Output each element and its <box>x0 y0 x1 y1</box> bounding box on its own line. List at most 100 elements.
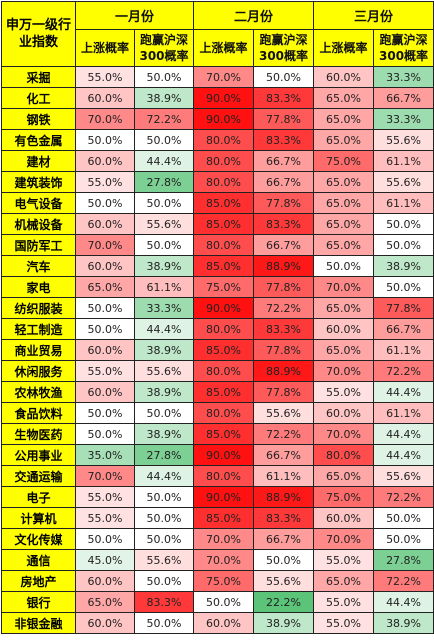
sector-name: 纺织服装 <box>1 297 76 319</box>
cell-jan-beat: 27.8% <box>133 171 195 193</box>
cell-mar-beat: 44.4% <box>373 423 434 445</box>
cell-jan-up: 70.0% <box>75 108 135 130</box>
table-row: 化工 60.0% 38.9% 90.0% 83.3% 65.0% 66.7% <box>1 87 434 109</box>
cell-feb-up: 80.0% <box>193 360 255 382</box>
table-row: 采掘 55.0% 50.0% 70.0% 50.0% 60.0% 33.3% <box>1 66 434 88</box>
cell-mar-up: 65.0% <box>313 339 375 361</box>
cell-jan-up: 60.0% <box>75 570 135 592</box>
cell-mar-up: 55.0% <box>313 549 375 571</box>
cell-mar-up: 55.0% <box>313 381 375 403</box>
cell-jan-up: 60.0% <box>75 612 135 634</box>
table-row: 机械设备 60.0% 55.6% 85.0% 83.3% 65.0% 50.0% <box>1 213 434 235</box>
table-row: 文化传媒 50.0% 50.0% 70.0% 66.7% 70.0% 50.0% <box>1 528 434 550</box>
cell-mar-beat: 50.0% <box>373 507 434 529</box>
cell-mar-up: 70.0% <box>313 360 375 382</box>
cell-jan-up: 50.0% <box>75 297 135 319</box>
cell-mar-beat: 72.2% <box>373 486 434 508</box>
sector-header: 申万一级行业指数 <box>1 1 76 67</box>
cell-jan-up: 60.0% <box>75 339 135 361</box>
cell-jan-beat: 55.6% <box>133 549 195 571</box>
cell-feb-up: 80.0% <box>193 465 255 487</box>
cell-feb-beat: 66.7% <box>253 444 315 466</box>
cell-feb-beat: 77.8% <box>253 276 315 298</box>
sector-name: 文化传媒 <box>1 528 76 550</box>
cell-feb-up: 80.0% <box>193 129 255 151</box>
cell-jan-beat: 50.0% <box>133 570 195 592</box>
cell-jan-beat: 50.0% <box>133 129 195 151</box>
cell-jan-beat: 27.8% <box>133 444 195 466</box>
cell-feb-beat: 66.7% <box>253 171 315 193</box>
cell-feb-up: 80.0% <box>193 171 255 193</box>
cell-jan-beat: 50.0% <box>133 66 195 88</box>
cell-jan-up: 70.0% <box>75 465 135 487</box>
cell-feb-beat: 88.9% <box>253 255 315 277</box>
table-row: 纺织服装 50.0% 33.3% 90.0% 72.2% 65.0% 77.8% <box>1 297 434 319</box>
cell-mar-beat: 72.2% <box>373 570 434 592</box>
cell-feb-beat: 72.2% <box>253 297 315 319</box>
cell-mar-beat: 27.8% <box>373 549 434 571</box>
table-row: 休闲服务 55.0% 55.6% 80.0% 88.9% 70.0% 72.2% <box>1 360 434 382</box>
table-row: 汽车 60.0% 38.9% 85.0% 88.9% 50.0% 38.9% <box>1 255 434 277</box>
table-row: 银行 65.0% 83.3% 50.0% 22.2% 55.0% 44.4% <box>1 591 434 613</box>
table-row: 建材 60.0% 44.4% 80.0% 66.7% 75.0% 61.1% <box>1 150 434 172</box>
cell-feb-up: 90.0% <box>193 486 255 508</box>
month-header-feb: 二月份 <box>193 1 315 30</box>
cell-feb-beat: 77.8% <box>253 108 315 130</box>
cell-feb-up: 70.0% <box>193 66 255 88</box>
cell-mar-up: 70.0% <box>313 276 375 298</box>
cell-mar-beat: 66.7% <box>373 318 434 340</box>
sector-name: 轻工制造 <box>1 318 76 340</box>
cell-feb-up: 75.0% <box>193 276 255 298</box>
cell-jan-beat: 50.0% <box>133 192 195 214</box>
cell-mar-beat: 44.4% <box>373 591 434 613</box>
cell-jan-beat: 50.0% <box>133 402 195 424</box>
cell-mar-up: 65.0% <box>313 192 375 214</box>
cell-feb-beat: 22.2% <box>253 591 315 613</box>
cell-feb-beat: 83.3% <box>253 318 315 340</box>
jan-up-prob-header: 上涨概率 <box>75 29 135 67</box>
sector-name: 食品饮料 <box>1 402 76 424</box>
cell-feb-up: 85.0% <box>193 381 255 403</box>
table-row: 食品饮料 50.0% 50.0% 80.0% 55.6% 60.0% 61.1% <box>1 402 434 424</box>
cell-mar-beat: 38.9% <box>373 612 434 634</box>
cell-mar-beat: 55.6% <box>373 129 434 151</box>
cell-jan-up: 55.0% <box>75 360 135 382</box>
sector-name: 采掘 <box>1 66 76 88</box>
sector-name: 通信 <box>1 549 76 571</box>
sector-name: 商业贸易 <box>1 339 76 361</box>
cell-mar-beat: 50.0% <box>373 276 434 298</box>
cell-feb-up: 60.0% <box>193 612 255 634</box>
table-row: 国防军工 70.0% 50.0% 80.0% 66.7% 65.0% 50.0% <box>1 234 434 256</box>
cell-feb-beat: 50.0% <box>253 549 315 571</box>
cell-feb-up: 85.0% <box>193 423 255 445</box>
cell-mar-beat: 61.1% <box>373 150 434 172</box>
cell-jan-up: 50.0% <box>75 318 135 340</box>
cell-feb-up: 85.0% <box>193 192 255 214</box>
table-row: 家电 65.0% 61.1% 75.0% 77.8% 70.0% 50.0% <box>1 276 434 298</box>
cell-mar-up: 65.0% <box>313 129 375 151</box>
cell-mar-up: 65.0% <box>313 234 375 256</box>
cell-jan-beat: 44.4% <box>133 465 195 487</box>
cell-feb-beat: 50.0% <box>253 66 315 88</box>
cell-jan-up: 60.0% <box>75 381 135 403</box>
cell-feb-beat: 83.3% <box>253 507 315 529</box>
cell-feb-up: 70.0% <box>193 528 255 550</box>
cell-jan-up: 50.0% <box>75 402 135 424</box>
cell-jan-beat: 50.0% <box>133 234 195 256</box>
cell-mar-beat: 50.0% <box>373 528 434 550</box>
cell-feb-beat: 83.3% <box>253 87 315 109</box>
cell-feb-up: 85.0% <box>193 213 255 235</box>
cell-mar-beat: 61.1% <box>373 339 434 361</box>
cell-mar-up: 60.0% <box>313 402 375 424</box>
cell-feb-up: 90.0% <box>193 87 255 109</box>
cell-mar-beat: 66.7% <box>373 87 434 109</box>
cell-mar-beat: 44.4% <box>373 381 434 403</box>
cell-mar-up: 65.0% <box>313 465 375 487</box>
cell-mar-up: 75.0% <box>313 150 375 172</box>
cell-mar-beat: 61.1% <box>373 192 434 214</box>
cell-jan-up: 35.0% <box>75 444 135 466</box>
cell-feb-beat: 77.8% <box>253 381 315 403</box>
jan-beat-prob-header: 跑赢沪深300概率 <box>133 29 195 67</box>
sector-name: 电气设备 <box>1 192 76 214</box>
cell-feb-beat: 88.9% <box>253 360 315 382</box>
